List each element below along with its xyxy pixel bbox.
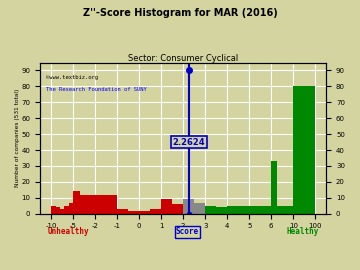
Text: The Research Foundation of SUNY: The Research Foundation of SUNY xyxy=(46,87,147,92)
Bar xyxy=(183,200,194,214)
Text: Healthy: Healthy xyxy=(287,227,319,237)
Bar xyxy=(260,206,271,214)
Bar xyxy=(277,206,282,214)
Bar xyxy=(150,209,161,214)
Bar xyxy=(139,211,150,214)
Bar xyxy=(60,209,64,214)
Bar xyxy=(293,86,315,214)
Bar xyxy=(194,202,205,214)
Bar xyxy=(271,161,277,214)
Bar xyxy=(249,206,260,214)
Bar xyxy=(172,204,183,214)
Text: Z''-Score Histogram for MAR (2016): Z''-Score Histogram for MAR (2016) xyxy=(83,8,277,18)
Text: Unhealthy: Unhealthy xyxy=(48,227,90,237)
Bar xyxy=(216,207,227,214)
Bar xyxy=(55,207,60,214)
Title: Sector: Consumer Cyclical: Sector: Consumer Cyclical xyxy=(128,53,238,62)
Text: Score: Score xyxy=(176,227,199,237)
Bar xyxy=(69,202,73,214)
Bar xyxy=(95,195,117,214)
Text: 2.2624: 2.2624 xyxy=(173,138,205,147)
Bar xyxy=(88,195,95,214)
Bar xyxy=(64,206,69,214)
Bar xyxy=(117,209,128,214)
Bar xyxy=(227,206,238,214)
Bar xyxy=(51,206,55,214)
Text: ©www.textbiz.org: ©www.textbiz.org xyxy=(46,75,98,80)
Bar xyxy=(282,206,288,214)
Y-axis label: Number of companies (531 total): Number of companies (531 total) xyxy=(15,89,20,187)
Bar xyxy=(73,191,81,214)
Bar xyxy=(205,206,216,214)
Bar xyxy=(288,206,293,214)
Bar xyxy=(128,211,139,214)
Bar xyxy=(238,206,249,214)
Bar xyxy=(161,200,172,214)
Bar xyxy=(81,195,88,214)
